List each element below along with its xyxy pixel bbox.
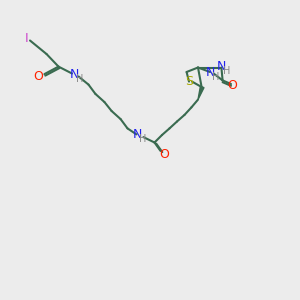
Text: N: N bbox=[133, 128, 142, 141]
Text: N: N bbox=[217, 60, 226, 73]
Text: O: O bbox=[228, 79, 237, 92]
Text: H: H bbox=[223, 66, 230, 76]
Text: H: H bbox=[139, 134, 146, 144]
Text: N: N bbox=[70, 68, 79, 81]
Text: S: S bbox=[185, 75, 193, 88]
Polygon shape bbox=[198, 86, 204, 100]
Text: H: H bbox=[76, 74, 83, 84]
Text: O: O bbox=[159, 148, 169, 161]
Text: O: O bbox=[34, 70, 43, 83]
Text: N: N bbox=[206, 66, 216, 79]
Text: I: I bbox=[25, 32, 28, 45]
Text: H: H bbox=[212, 72, 220, 82]
